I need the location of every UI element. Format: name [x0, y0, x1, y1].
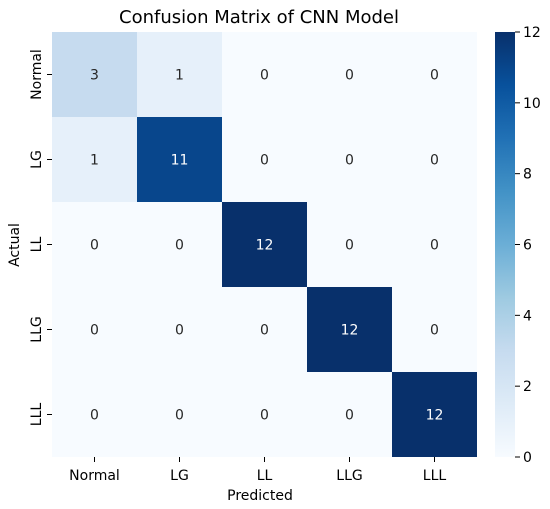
y-axis-ticks: Normal LG LL LLG LLL	[29, 49, 52, 426]
heatmap-cell	[307, 287, 392, 372]
y-axis-label: Actual	[7, 223, 23, 267]
colorbar-tick-label: 12	[523, 25, 541, 41]
heatmap-cell	[222, 372, 307, 457]
cell-value-label: 12	[256, 238, 274, 254]
x-tick-label: Normal	[69, 468, 120, 484]
colorbar-tick-label: 10	[523, 96, 541, 112]
heatmap-cell	[137, 287, 222, 372]
colorbar-tick-label: 2	[523, 379, 532, 395]
cell-value-label: 0	[345, 68, 354, 84]
cell-value-label: 12	[341, 323, 359, 339]
cell-value-label: 0	[90, 408, 99, 424]
heatmap-cell	[392, 32, 477, 117]
cell-value-label: 0	[430, 323, 439, 339]
colorbar-tick-label: 8	[523, 167, 532, 183]
heatmap-cell-labels: 3 1 0 0 01 11 0 0 00 0 12 0 00 0 0 12 00 0 0 0 12	[90, 68, 443, 424]
heatmap-cell	[137, 202, 222, 287]
x-tick-label: LLL	[423, 468, 447, 484]
y-tick-label: LLL	[29, 403, 45, 427]
heatmap-cells	[52, 32, 477, 457]
cell-value-label: 0	[430, 68, 439, 84]
cell-value-label: 1	[175, 68, 184, 84]
colorbar	[495, 32, 515, 457]
colorbar-tick-label: 6	[523, 238, 532, 254]
cell-value-label: 0	[260, 68, 269, 84]
cell-value-label: 0	[430, 238, 439, 254]
heatmap-cell	[392, 202, 477, 287]
y-tick-label: Normal	[29, 49, 45, 100]
cell-value-label: 1	[90, 153, 99, 169]
heatmap-cell	[222, 287, 307, 372]
heatmap-cell	[392, 287, 477, 372]
heatmap-cell	[137, 117, 222, 202]
heatmap-cell	[392, 372, 477, 457]
cell-value-label: 0	[90, 238, 99, 254]
heatmap-cell	[137, 372, 222, 457]
y-tick-label: LLG	[29, 316, 45, 342]
heatmap-cell	[52, 372, 137, 457]
cell-value-label: 0	[260, 153, 269, 169]
x-axis-label: Predicted	[227, 488, 293, 504]
heatmap-cell	[52, 202, 137, 287]
cell-value-label: 0	[345, 238, 354, 254]
x-tick-label: LL	[257, 468, 273, 484]
heatmap-cell	[307, 202, 392, 287]
cell-value-label: 0	[345, 408, 354, 424]
x-axis-ticks: Normal LG LL LLG LLL	[69, 457, 446, 484]
heatmap-cell	[222, 202, 307, 287]
heatmap-cell	[307, 117, 392, 202]
cell-value-label: 3	[90, 68, 99, 84]
heatmap-cell	[52, 117, 137, 202]
x-tick-label: LLG	[336, 468, 362, 484]
heatmap-cell	[137, 32, 222, 117]
cell-value-label: 0	[175, 323, 184, 339]
cell-value-label: 0	[260, 408, 269, 424]
cell-value-label: 12	[426, 408, 444, 424]
colorbar-tick-label: 0	[523, 450, 532, 466]
cell-value-label: 0	[345, 153, 354, 169]
colorbar-ticks: 0 2 4 6 8 10 12	[515, 25, 541, 466]
chart-title: Confusion Matrix of CNN Model	[119, 7, 399, 28]
y-tick-label: LL	[29, 237, 45, 253]
y-tick-label: LG	[29, 150, 45, 169]
heatmap-cell	[52, 32, 137, 117]
heatmap-cell	[52, 287, 137, 372]
cell-value-label: 0	[260, 323, 269, 339]
heatmap-cell	[392, 117, 477, 202]
heatmap-cell	[307, 32, 392, 117]
heatmap-cell	[222, 117, 307, 202]
x-tick-label: LG	[170, 468, 189, 484]
cell-value-label: 11	[171, 153, 189, 169]
cell-value-label: 0	[90, 323, 99, 339]
colorbar-tick-label: 4	[523, 308, 532, 324]
heatmap-cell	[222, 32, 307, 117]
cell-value-label: 0	[175, 238, 184, 254]
heatmap-cell	[307, 372, 392, 457]
cell-value-label: 0	[175, 408, 184, 424]
cell-value-label: 0	[430, 153, 439, 169]
